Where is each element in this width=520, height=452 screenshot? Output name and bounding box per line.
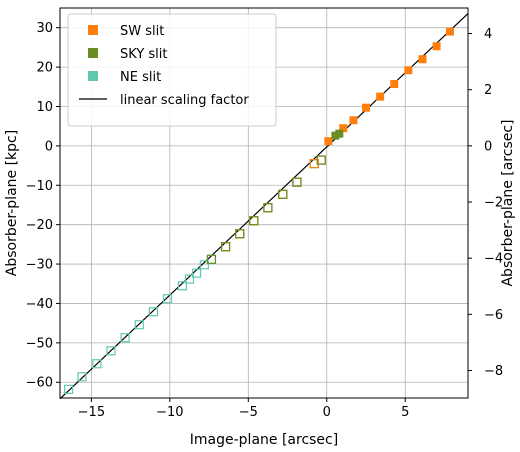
legend-label: NE slit	[120, 70, 161, 85]
data-point-ne-slit	[64, 384, 74, 394]
y-axis-label: Absorber-plane [kpc]	[4, 130, 20, 276]
legend-swatch	[88, 48, 98, 58]
data-point-ne-slit	[92, 359, 102, 369]
data-point-sw-slit	[390, 80, 399, 89]
data-point-sw-slit	[220, 242, 231, 252]
data-point-sky-slit	[235, 229, 245, 239]
data-point-sw-slit	[324, 137, 333, 146]
data-point-sw-slit	[349, 116, 358, 125]
x-tick-label: −10	[156, 405, 183, 420]
data-point-sw-slit	[404, 66, 413, 75]
y-tick-label: −20	[26, 218, 53, 233]
legend-label: linear scaling factor	[120, 93, 249, 108]
y-tick-label: −10	[26, 179, 53, 194]
x-tick-label: 0	[323, 405, 331, 420]
y-tick-label: 10	[36, 100, 53, 115]
legend-swatch	[88, 25, 98, 35]
data-point-ne-slit	[220, 242, 231, 252]
y2-tick-label: −8	[484, 364, 503, 379]
data-point-ne-slit	[120, 333, 130, 343]
y-tick-label: −30	[26, 258, 53, 273]
secondary-y-axis-label: Absorber-plane [arcsec]	[500, 119, 516, 286]
x-axis-label: Image-plane [arcsec]	[190, 432, 338, 448]
data-point-ne-slit	[162, 294, 173, 304]
data-point-sky-slit	[249, 216, 259, 226]
y2-tick-label: 2	[484, 83, 492, 98]
data-point-sw-slit	[445, 27, 454, 36]
axes: −15 −10 −5 0 5−60−50−40−30−20−100102030−8−6−…	[26, 21, 504, 420]
data-point-sky-slit	[278, 189, 288, 199]
data-point-sw-slit	[235, 229, 245, 239]
data-point-sky-slit	[220, 242, 231, 252]
y-tick-label: 30	[36, 21, 53, 36]
data-point-ne-slit	[199, 260, 209, 270]
data-point-sw-slit	[339, 124, 348, 133]
data-point-ne-slit	[184, 274, 195, 284]
y2-tick-label: 4	[484, 27, 492, 42]
data-point-sw-slit	[376, 92, 385, 101]
x-tick-label: −15	[78, 405, 105, 420]
data-point-ne-slit	[235, 229, 245, 239]
legend-label: SKY slit	[120, 47, 167, 62]
data-point-ne-slit	[134, 320, 144, 330]
data-point-sw-slit	[362, 103, 370, 112]
y-tick-label: −50	[26, 336, 53, 351]
x-tick-label: 5	[401, 405, 409, 420]
y2-tick-label: 0	[484, 139, 492, 154]
x-tick-label: −5	[239, 405, 258, 420]
data-point-sky-slit	[263, 203, 273, 213]
y2-tick-label: −2	[484, 196, 503, 211]
y-tick-label: −40	[26, 297, 53, 312]
legend-label: SW slit	[120, 24, 164, 39]
data-point-ne-slit	[77, 372, 87, 382]
y-tick-label: 0	[45, 139, 53, 154]
legend-box	[67, 13, 277, 127]
y-tick-label: −60	[26, 376, 53, 391]
data-point-ne-slit	[177, 281, 187, 291]
legend-swatch	[88, 71, 98, 81]
y2-tick-label: −4	[484, 252, 503, 267]
data-point-ne-slit	[191, 268, 202, 278]
data-point-sw-slit	[418, 55, 427, 64]
y2-tick-label: −6	[484, 308, 503, 323]
plot-frame	[59, 7, 469, 399]
data-point-sky-slit	[335, 129, 344, 138]
data-point-sky-slit	[206, 254, 217, 264]
data-point-ne-slit	[106, 346, 116, 356]
data-point-sky-slit	[316, 155, 326, 165]
data-point-sw-slit	[432, 42, 441, 51]
data-point-ne-slit	[148, 307, 158, 317]
y-tick-label: 20	[36, 61, 53, 76]
data-point-sky-slit	[292, 177, 302, 187]
data-marks	[59, 13, 469, 400]
legend: SW slit SKY slit NE slit linear scaling fac…	[67, 13, 277, 127]
